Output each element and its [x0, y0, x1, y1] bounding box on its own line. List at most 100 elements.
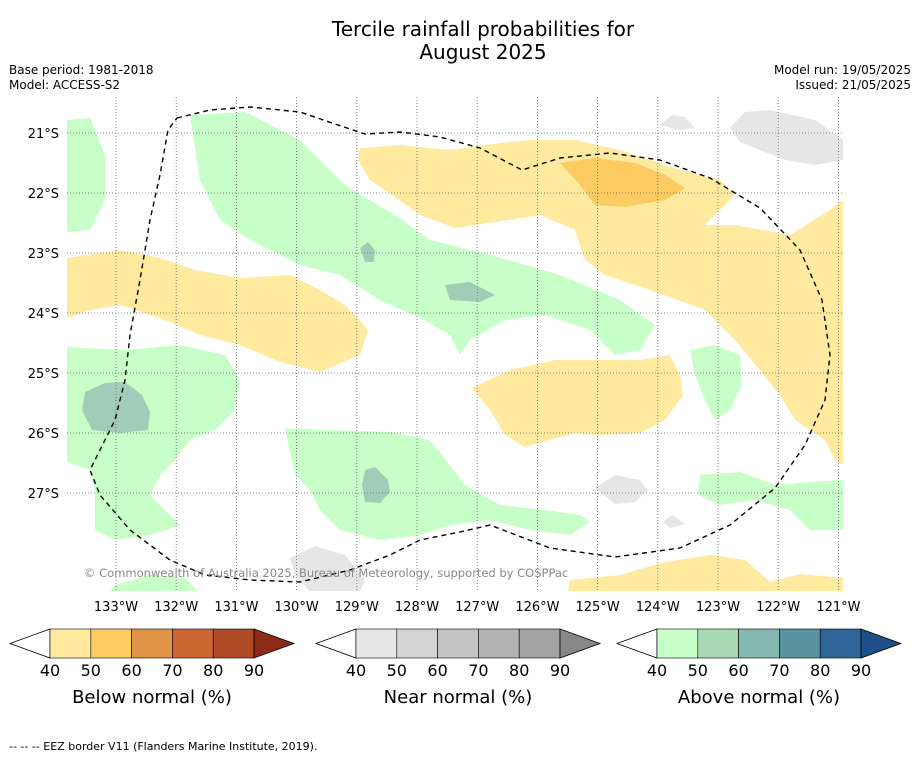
legend-tick-label: 50 — [688, 661, 708, 680]
above-normal-60-patch-4 — [362, 467, 390, 503]
model-name: Model: ACCESS-S2 — [9, 78, 121, 92]
legend-tick-label: 50 — [81, 661, 101, 680]
above-normal-region-southeast — [698, 472, 843, 530]
legend-tick-label: 60 — [121, 661, 141, 680]
lon-tick-label: 130°W — [275, 600, 319, 615]
legend-tick-label: 70 — [468, 661, 488, 680]
model-run: Model run: 19/05/2025 — [773, 63, 911, 77]
legend-tick-label: 80 — [203, 661, 223, 680]
eez-border — [89, 106, 831, 583]
legend-swatch — [212, 628, 255, 659]
lon-tick-label: 126°W — [515, 600, 559, 615]
above-normal-60-patch-2 — [445, 282, 495, 302]
legend-under-triangle — [314, 628, 357, 659]
meta-right: Model run: 19/05/2025 Issued: 21/05/2025 — [774, 63, 911, 93]
lon-tick-label: 125°W — [576, 600, 620, 615]
legend-tick-label: 70 — [162, 661, 182, 680]
above-normal-60-patch-1 — [360, 242, 375, 262]
probability-fields — [67, 110, 843, 591]
lon-tick-label: 121°W — [816, 600, 860, 615]
legend-tick-label: 70 — [769, 661, 789, 680]
lon-tick-label: 127°W — [455, 600, 499, 615]
near-normal-patch-3 — [595, 475, 648, 504]
legend-under-triangle — [615, 628, 658, 659]
legend-swatch — [49, 628, 92, 659]
lon-tick-label: 133°W — [94, 600, 138, 615]
legend-swatch — [779, 628, 821, 659]
legend-title: Above normal (%) — [678, 687, 840, 708]
legend-swatch — [355, 628, 398, 659]
meta-left: Base period: 1981-2018 Model: ACCESS-S2 — [9, 63, 154, 93]
lat-tick-label: 27°S — [28, 487, 59, 502]
below-normal-region-central — [472, 355, 683, 447]
above-normal-region-south — [285, 428, 590, 540]
legend-title: Below normal (%) — [72, 687, 232, 708]
lat-tick-label: 23°S — [28, 247, 59, 262]
issued-date: Issued: 21/05/2025 — [795, 78, 911, 92]
legend-2: 40 50 60 70 80 90 Near normal (%) — [314, 628, 602, 708]
legend-tick-label: 60 — [427, 661, 447, 680]
legend-tick-label: 80 — [509, 661, 529, 680]
lat-tick-label: 22°S — [28, 187, 59, 202]
base-period: Base period: 1981-2018 — [9, 63, 154, 77]
legend-group: 40 50 60 70 80 90 Below normal (%) 40 50 60 70 80 90… — [8, 628, 903, 708]
lon-tick-label: 128°W — [395, 600, 439, 615]
legend-swatch — [697, 628, 739, 659]
near-normal-patch-2 — [730, 110, 843, 165]
legend-swatch — [656, 628, 699, 659]
legend-tick-label: 50 — [387, 661, 407, 680]
above-normal-region-southwest — [67, 345, 240, 540]
legend-over-triangle — [860, 628, 903, 659]
legend-tick-label: 40 — [40, 661, 60, 680]
legend-swatch — [131, 628, 173, 659]
lon-tick-label: 129°W — [335, 600, 379, 615]
lon-tick-label: 132°W — [154, 600, 198, 615]
graticule — [67, 97, 843, 591]
lon-tick-label: 124°W — [636, 600, 680, 615]
eez-footnote: -- -- -- EEZ border V11 (Flanders Marine… — [9, 740, 318, 753]
above-normal-60-patch-3 — [82, 382, 150, 433]
lon-tick-label: 123°W — [696, 600, 740, 615]
below-normal-region-bottom — [568, 555, 843, 591]
title-line-1: Tercile rainfall probabilities for — [331, 17, 635, 41]
below-normal-50-patch — [560, 158, 685, 207]
legend-tick-label: 40 — [647, 661, 667, 680]
legend-title: Near normal (%) — [384, 687, 533, 708]
below-normal-region-north — [358, 140, 843, 465]
lon-tick-label: 131°W — [214, 600, 258, 615]
legend-1: 40 50 60 70 80 90 Below normal (%) — [8, 628, 296, 708]
lat-tick-label: 25°S — [28, 367, 59, 382]
legend-3: 40 50 60 70 80 90 Above normal (%) — [615, 628, 903, 708]
lat-tick-label: 26°S — [28, 427, 59, 442]
near-normal-patch-4 — [663, 515, 685, 528]
legend-tick-label: 90 — [851, 661, 871, 680]
legend-swatch — [518, 628, 561, 659]
latitude-labels: 21°S 22°S 23°S 24°S 25°S 26°S 27°S — [28, 127, 59, 502]
above-normal-region-north — [190, 112, 655, 355]
lat-tick-label: 24°S — [28, 307, 59, 322]
legend-tick-label: 90 — [244, 661, 264, 680]
legend-swatch — [172, 628, 214, 659]
legend-swatch — [738, 628, 780, 659]
legend-over-triangle — [253, 628, 296, 659]
lon-tick-label: 122°W — [756, 600, 800, 615]
legend-swatch — [396, 628, 438, 659]
copyright-notice: © Commonwealth of Australia 2025, Bureau… — [84, 566, 568, 580]
longitude-labels: 133°W 132°W 131°W 130°W 129°W 128°W 127°W 126°W… — [94, 600, 861, 615]
legend-tick-label: 80 — [810, 661, 830, 680]
legend-under-triangle — [8, 628, 51, 659]
near-normal-patch-1 — [660, 115, 695, 130]
above-normal-region-east — [690, 345, 742, 420]
legend-tick-label: 60 — [728, 661, 748, 680]
legend-swatch — [819, 628, 862, 659]
legend-swatch — [478, 628, 520, 659]
lat-tick-label: 21°S — [28, 127, 59, 142]
map-title: Tercile rainfall probabilities for Augus… — [0, 18, 919, 64]
below-normal-region-west — [67, 250, 368, 372]
title-line-2: August 2025 — [419, 40, 547, 64]
above-normal-region-northwest — [67, 118, 105, 232]
legend-swatch — [90, 628, 132, 659]
legend-tick-label: 90 — [550, 661, 570, 680]
legend-swatch — [437, 628, 479, 659]
